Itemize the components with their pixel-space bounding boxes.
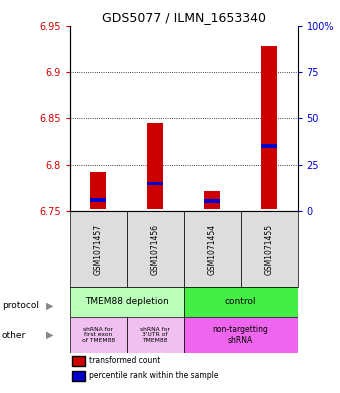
FancyBboxPatch shape [126, 211, 184, 287]
Text: ▶: ▶ [46, 301, 53, 311]
Text: GSM1071454: GSM1071454 [208, 224, 217, 275]
FancyBboxPatch shape [70, 317, 126, 353]
Bar [147, 182, 163, 185]
Title: GDS5077 / ILMN_1653340: GDS5077 / ILMN_1653340 [102, 11, 266, 24]
Text: GSM1071457: GSM1071457 [94, 224, 103, 275]
FancyBboxPatch shape [70, 287, 184, 317]
FancyBboxPatch shape [126, 317, 184, 353]
Text: GSM1071456: GSM1071456 [151, 224, 159, 275]
FancyBboxPatch shape [72, 371, 85, 381]
Text: GSM1071455: GSM1071455 [265, 224, 273, 275]
Text: protocol: protocol [2, 301, 39, 310]
Bar [204, 191, 220, 209]
Text: TMEM88 depletion: TMEM88 depletion [85, 298, 169, 307]
Text: control: control [225, 298, 256, 307]
FancyBboxPatch shape [72, 356, 85, 365]
FancyBboxPatch shape [184, 211, 241, 287]
FancyBboxPatch shape [184, 287, 298, 317]
Text: other: other [2, 331, 26, 340]
Text: transformed count: transformed count [89, 356, 160, 365]
FancyBboxPatch shape [241, 211, 298, 287]
Text: non-targetting
shRNA: non-targetting shRNA [212, 325, 269, 345]
Bar [204, 199, 220, 203]
FancyBboxPatch shape [70, 211, 126, 287]
FancyBboxPatch shape [184, 317, 298, 353]
Text: percentile rank within the sample: percentile rank within the sample [89, 371, 219, 380]
Bar [90, 172, 106, 209]
Bar [261, 145, 277, 148]
Text: shRNA for
3'UTR of
TMEM88: shRNA for 3'UTR of TMEM88 [140, 327, 170, 343]
Text: ▶: ▶ [46, 330, 53, 340]
Bar [261, 46, 277, 209]
Bar [147, 123, 163, 209]
Bar [90, 198, 106, 202]
Text: shRNA for
first exon
of TMEM88: shRNA for first exon of TMEM88 [82, 327, 115, 343]
